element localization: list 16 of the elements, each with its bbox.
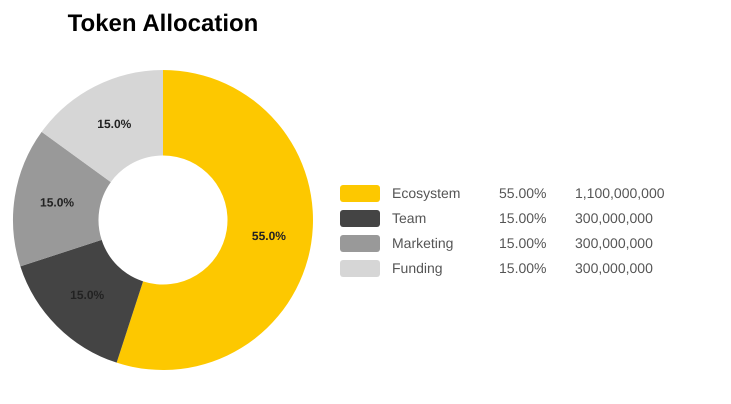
text: 15.00% xyxy=(499,234,548,253)
legend-label: Funding xyxy=(392,259,444,278)
text: 300,000,000 xyxy=(575,234,654,253)
text: 300,000,000 xyxy=(575,209,654,228)
legend-label: Ecosystem xyxy=(392,184,462,203)
text: 15.00% xyxy=(499,209,548,228)
data-label: 55.0% xyxy=(252,229,286,244)
text: 15.00% xyxy=(499,259,548,278)
data-label: 15.0% xyxy=(97,116,132,131)
legend-label: Team xyxy=(392,209,428,228)
legend-label: Marketing xyxy=(392,234,454,253)
text: 1,100,000,000 xyxy=(575,184,665,203)
chart-title: Token Allocation xyxy=(66,10,260,38)
text: 55.00% xyxy=(499,184,548,203)
data-label: 15.0% xyxy=(40,196,74,210)
text: 300,000,000 xyxy=(575,259,654,278)
